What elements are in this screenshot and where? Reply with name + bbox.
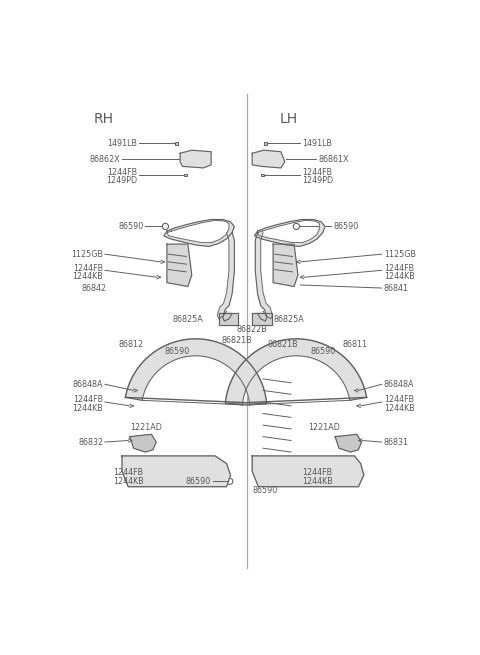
Text: 1244FB: 1244FB: [302, 468, 333, 477]
Text: RH: RH: [93, 111, 113, 126]
Text: LH: LH: [279, 111, 298, 126]
Text: 86848A: 86848A: [73, 380, 103, 389]
Text: 1244FB: 1244FB: [108, 168, 137, 177]
Text: 86811: 86811: [343, 340, 368, 348]
Bar: [184, 174, 187, 176]
Bar: [261, 174, 264, 176]
Text: 1244FB: 1244FB: [114, 468, 144, 477]
Text: 86812: 86812: [119, 340, 144, 348]
Text: 1244KB: 1244KB: [72, 403, 103, 413]
Text: 86861X: 86861X: [318, 155, 348, 164]
Text: 86590: 86590: [253, 486, 278, 495]
Text: 86831: 86831: [384, 438, 409, 447]
Text: 1221AD: 1221AD: [131, 423, 162, 432]
Text: 86842: 86842: [82, 284, 107, 293]
Text: 1125GB: 1125GB: [72, 250, 103, 259]
Text: 1491LB: 1491LB: [302, 139, 333, 148]
Text: 1249PD: 1249PD: [302, 176, 334, 185]
Text: 1491LB: 1491LB: [108, 139, 137, 148]
Polygon shape: [164, 219, 234, 246]
Text: 1244FB: 1244FB: [384, 263, 414, 272]
Text: 86590: 86590: [165, 347, 190, 356]
Text: 1249PD: 1249PD: [107, 176, 137, 185]
Text: 86825A: 86825A: [173, 315, 204, 324]
Text: 86821B: 86821B: [222, 336, 252, 345]
Polygon shape: [255, 233, 272, 321]
Text: 1125GB: 1125GB: [384, 250, 416, 259]
Text: 86821B: 86821B: [268, 340, 299, 348]
Text: 86862X: 86862X: [90, 155, 120, 164]
Polygon shape: [219, 314, 238, 325]
Text: 86841: 86841: [384, 284, 409, 293]
Polygon shape: [180, 150, 211, 168]
Bar: [175, 141, 178, 145]
Bar: [264, 141, 267, 145]
Text: 1244KB: 1244KB: [384, 403, 415, 413]
Text: 1244FB: 1244FB: [73, 395, 103, 404]
Polygon shape: [217, 233, 234, 321]
Text: 86590: 86590: [334, 222, 359, 231]
Polygon shape: [125, 339, 267, 405]
Text: 1244FB: 1244FB: [73, 263, 103, 272]
Text: 1244FB: 1244FB: [302, 168, 333, 177]
Text: 86590: 86590: [186, 477, 211, 486]
Text: 86590: 86590: [119, 222, 144, 231]
Text: 1244FB: 1244FB: [384, 395, 414, 404]
Polygon shape: [254, 219, 325, 246]
Polygon shape: [167, 244, 192, 286]
Polygon shape: [122, 456, 230, 487]
Text: 1244KB: 1244KB: [302, 477, 333, 486]
Text: 1244KB: 1244KB: [384, 272, 415, 281]
Text: 1221AD: 1221AD: [308, 423, 340, 432]
Polygon shape: [252, 150, 285, 168]
Polygon shape: [335, 434, 361, 452]
Text: 1244KB: 1244KB: [72, 272, 103, 281]
Polygon shape: [225, 339, 367, 405]
Text: 86590: 86590: [311, 347, 336, 356]
Text: 86825A: 86825A: [273, 315, 304, 324]
Polygon shape: [273, 244, 298, 286]
Text: 86848A: 86848A: [384, 380, 414, 389]
Text: 86832: 86832: [78, 438, 103, 447]
Text: 1244KB: 1244KB: [113, 477, 144, 486]
Polygon shape: [252, 314, 272, 325]
Polygon shape: [252, 456, 364, 487]
Text: 86822B: 86822B: [237, 325, 267, 334]
Polygon shape: [130, 434, 156, 452]
